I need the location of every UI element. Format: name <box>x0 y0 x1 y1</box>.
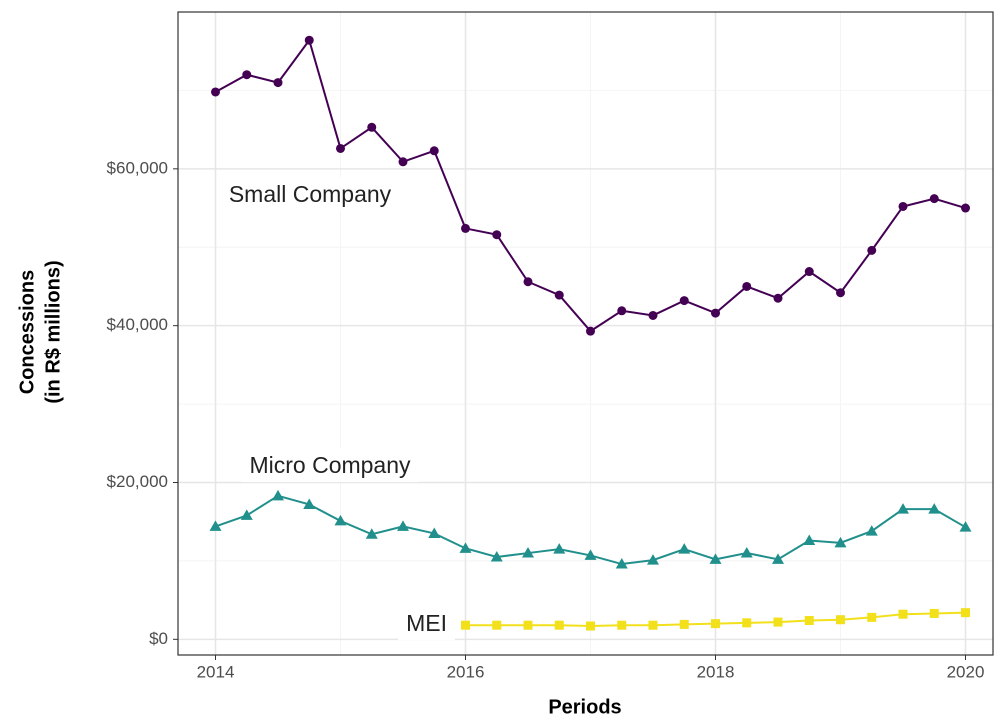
y-tick-label: $20,000 <box>107 472 168 491</box>
point <box>397 520 409 531</box>
point <box>773 617 783 627</box>
point <box>803 534 816 546</box>
x-tick-label: 2016 <box>447 662 485 681</box>
point <box>398 157 408 167</box>
series-label-background <box>220 177 400 212</box>
point <box>617 306 627 316</box>
point <box>490 550 503 562</box>
point <box>617 620 627 630</box>
point <box>492 620 502 630</box>
point <box>461 620 470 630</box>
x-axis-title: Periods <box>548 696 621 718</box>
x-tick-label: 2020 <box>947 662 985 681</box>
point <box>272 489 284 501</box>
series-label-background <box>241 448 420 483</box>
point <box>867 245 877 255</box>
point <box>209 520 222 531</box>
series-label: Micro Company <box>249 452 411 478</box>
point <box>304 35 314 45</box>
series-label: MEI <box>406 610 447 636</box>
point <box>742 281 752 291</box>
point <box>929 194 939 204</box>
point <box>459 542 472 553</box>
point <box>273 78 283 88</box>
point <box>961 203 970 213</box>
point <box>772 553 784 564</box>
point <box>804 267 814 277</box>
point <box>492 230 502 240</box>
series-label: Small Company <box>229 181 392 207</box>
point <box>867 612 877 622</box>
point <box>679 296 689 306</box>
point <box>678 543 691 554</box>
point <box>773 293 783 303</box>
point <box>804 615 814 625</box>
point <box>336 143 345 153</box>
point <box>898 609 908 619</box>
point <box>367 122 377 132</box>
point <box>586 326 595 336</box>
point <box>709 553 722 564</box>
point <box>897 503 909 514</box>
point <box>961 608 970 618</box>
y-axis-title: Concessions (in R$ millions) <box>16 260 64 403</box>
point <box>428 527 441 538</box>
point <box>711 308 720 318</box>
y-tick-label: $0 <box>149 629 168 648</box>
point <box>647 554 659 565</box>
point <box>836 615 845 625</box>
plot-background <box>178 12 993 655</box>
point <box>898 201 908 211</box>
point <box>836 288 845 298</box>
point <box>959 521 972 532</box>
point <box>679 619 689 629</box>
point <box>584 549 597 560</box>
point <box>740 547 753 558</box>
point <box>553 543 566 554</box>
point <box>615 558 628 569</box>
point <box>554 290 564 300</box>
x-tick-label: 2014 <box>197 662 235 681</box>
point <box>334 514 347 526</box>
point <box>523 620 533 630</box>
series-label-background <box>398 606 455 641</box>
point <box>929 608 939 618</box>
point <box>865 525 878 536</box>
point <box>211 87 220 97</box>
point <box>365 528 378 539</box>
point <box>242 70 252 80</box>
point <box>554 620 564 630</box>
point <box>240 509 253 520</box>
plot-border <box>177 11 994 656</box>
y-tick-label: $40,000 <box>107 315 168 334</box>
y-tick-label: $60,000 <box>107 158 168 177</box>
point <box>834 536 847 548</box>
point <box>303 498 316 509</box>
y-axis-title-line: Concessions <box>16 270 38 394</box>
x-tick-label: 2018 <box>697 662 735 681</box>
point <box>648 620 658 630</box>
point <box>461 223 470 233</box>
point <box>522 547 534 558</box>
point <box>742 618 752 628</box>
point <box>586 621 595 631</box>
point <box>523 277 533 287</box>
point <box>928 503 941 514</box>
point <box>711 619 720 629</box>
point <box>429 146 439 156</box>
point <box>648 310 658 320</box>
y-axis-title-line: (in R$ millions) <box>42 260 64 403</box>
